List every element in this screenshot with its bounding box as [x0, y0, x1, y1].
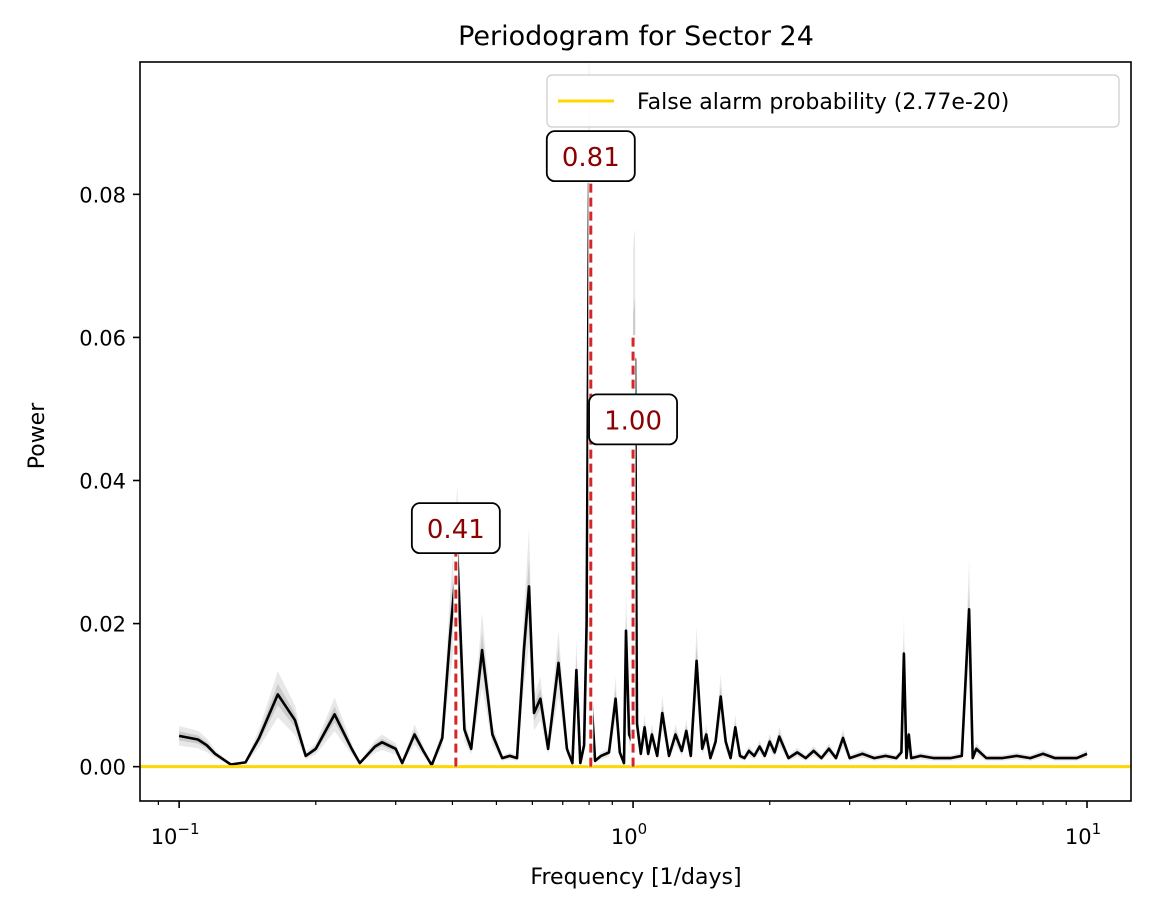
y-tick-label-2: 0.04	[79, 470, 126, 494]
x-axis-label: Frequency [1/days]	[530, 865, 741, 890]
y-tick-label-0: 0.00	[79, 756, 126, 780]
y-tick-label-1: 0.02	[79, 613, 126, 637]
peak-labels: 0.41 0.81 1.00	[410, 130, 678, 555]
x-tick-label-2: 101	[1065, 820, 1101, 849]
peak-label-box-2	[588, 393, 678, 446]
peak-label-1: 0.81	[562, 143, 620, 173]
peak-label-box-1	[545, 130, 636, 183]
x-tick-label-0: 10−1	[151, 820, 200, 849]
peak-label-0: 0.41	[427, 515, 485, 545]
peak-label-2: 1.00	[604, 406, 662, 436]
power-series-line	[178, 182, 1088, 767]
series-group	[178, 182, 1088, 767]
legend: False alarm probability (2.77e-20)	[546, 74, 1120, 128]
y-axis-label: Power	[25, 402, 50, 469]
legend-box	[546, 74, 1120, 128]
y-axis-ticks: 0.00 0.02 0.04 0.06 0.08	[79, 183, 140, 780]
y-tick-label-4: 0.08	[79, 183, 126, 207]
x-axis-ticks: 10−1 100 101	[151, 801, 1101, 849]
plot-frame	[139, 61, 1132, 802]
chart-title: Periodogram for Sector 24	[458, 21, 814, 52]
x-tick-label-1: 100	[611, 820, 647, 849]
legend-label: False alarm probability (2.77e-20)	[637, 90, 1009, 115]
y-tick-label-3: 0.06	[79, 326, 126, 350]
peak-label-box-0	[410, 502, 501, 555]
